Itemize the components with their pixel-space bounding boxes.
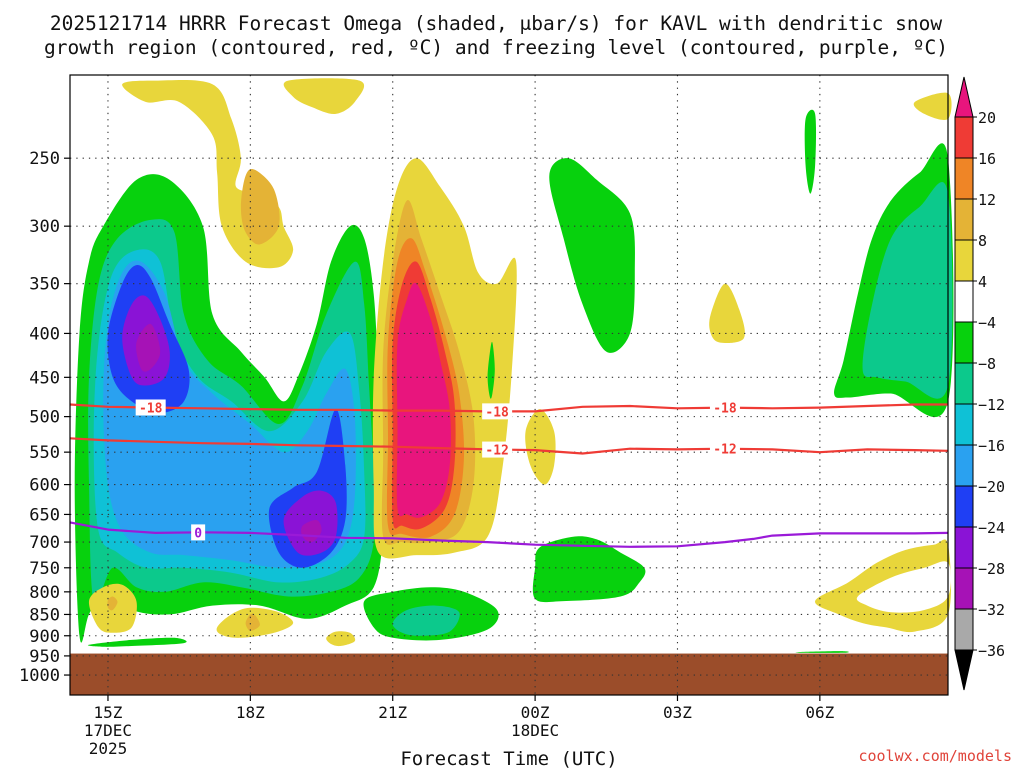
colorbar-band-1 (954, 157, 974, 200)
dgz-bottom-label-bg (709, 440, 740, 457)
dgz-top-label: -18 (485, 405, 509, 420)
colorbar-bottom-arrow (954, 649, 974, 691)
chart-title-line2: growth region (contoured, red, ºC) and f… (44, 36, 948, 59)
plot-frame (69, 74, 949, 696)
x-tick-year-15Z: 2025 (89, 739, 128, 758)
x-tick-label-18Z: 18Z (236, 703, 265, 722)
omega-yellow-tiny-mid (709, 283, 745, 344)
chart-title-line1: 2025121714 HRRR Forecast Omega (shaded, … (50, 12, 942, 35)
y-tick-label-300: 300 (29, 217, 60, 237)
omega-orange-top (240, 168, 280, 245)
colorbar-label-8: −16 (978, 437, 1005, 455)
colorbar-label-5: −4 (978, 314, 996, 332)
colorbar-band-11 (954, 567, 974, 610)
y-tick-label-350: 350 (29, 275, 60, 295)
dgz-top-label-bg (709, 399, 740, 416)
colorbar-band-0 (954, 116, 974, 159)
omega-green-spike (804, 109, 817, 194)
omega-yellow-top-right (283, 78, 365, 115)
colorbar-label-1: 16 (978, 150, 996, 168)
dgz-top-label: -18 (713, 402, 737, 417)
y-tick-label-600: 600 (29, 476, 60, 496)
y-tick-label-400: 400 (29, 324, 60, 344)
colorbar-band-2 (954, 198, 974, 241)
colorbar-label-10: −24 (978, 519, 1005, 537)
colorbar-label-3: 8 (978, 232, 987, 250)
omega-yellow-small (326, 631, 356, 647)
colorbar-band-12 (954, 608, 974, 651)
omega-yellow-mid (525, 409, 556, 485)
colorbar-band-10 (954, 526, 974, 569)
colorbar-label-2: 12 (978, 191, 996, 209)
colorbar: 20 16 12 8 4 −4 −8 −12 −16 −20 −24 −28 −32 −36 (954, 76, 1005, 691)
y-tick-label-1000: 1000 (19, 666, 60, 686)
x-tick-label-06Z: 06Z (805, 703, 834, 722)
y-tick-label-750: 750 (29, 559, 60, 579)
colorbar-band-3 (954, 239, 974, 282)
y-tick-label-950: 950 (29, 647, 60, 667)
omega-white-east-hole (856, 561, 951, 613)
colorbar-band-4 (954, 280, 974, 323)
y-tick-label-850: 850 (29, 605, 60, 625)
freezing-level-line (69, 521, 949, 548)
ground-surface (70, 653, 948, 695)
dgz-bottom-label: -12 (485, 444, 508, 459)
y-tick-label-650: 650 (29, 505, 60, 525)
x-axis-label: Forecast Time (UTC) (400, 748, 617, 768)
y-tick-label-450: 450 (29, 368, 60, 388)
plot-area: -18 -18 -18 -12 -12 0 (69, 74, 954, 696)
dgz-top-label-bg (482, 403, 513, 420)
credit-text: coolwx.com/models (858, 747, 1012, 765)
y-tick-label-250: 250 (29, 149, 60, 169)
x-tick-label-15Z: 15Z (94, 703, 123, 722)
x-tick-label-03Z: 03Z (663, 703, 692, 722)
freezing-level-label: 0 (194, 526, 202, 541)
colorbar-label-13: −36 (978, 642, 1005, 660)
omega-teal-east (862, 182, 953, 399)
colorbar-label-7: −12 (978, 396, 1005, 414)
omega-orange-lowleft (107, 596, 118, 611)
colorbar-label-6: −8 (978, 355, 996, 373)
freezing-level-label-bg (191, 524, 206, 541)
colorbar-label-4: 4 (978, 273, 987, 291)
temperature-contours: -18 -18 -18 -12 -12 0 (69, 399, 949, 548)
x-tick-date-15Z: 17DEC (84, 721, 132, 740)
colorbar-band-5 (954, 321, 974, 364)
colorbar-band-6 (954, 362, 974, 405)
y-tick-label-500: 500 (29, 408, 60, 428)
omega-teal-low (392, 605, 460, 636)
dgz-bottom-label: -12 (713, 443, 736, 458)
omega-magenta-updraft (396, 282, 451, 518)
y-tick-label-700: 700 (29, 533, 60, 553)
colorbar-label-12: −32 (978, 601, 1005, 619)
y-tick-label-900: 900 (29, 627, 60, 647)
x-tick-label-21Z: 21Z (378, 703, 407, 722)
omega-green-sliver (487, 341, 495, 399)
omega-green-floor-east (795, 651, 849, 653)
x-tick-date-00Z: 18DEC (511, 721, 559, 740)
colorbar-band-7 (954, 403, 974, 446)
x-tick-label-00Z: 00Z (521, 703, 550, 722)
colorbar-label-9: −20 (978, 478, 1005, 496)
colorbar-label-0: 20 (978, 109, 996, 127)
omega-violet-upper (136, 323, 161, 372)
colorbar-band-9 (954, 485, 974, 528)
omega-green-floor (87, 637, 187, 647)
omega-orange-lowcenter (245, 613, 260, 631)
omega-yellow-top-corner (913, 92, 952, 121)
dgz-bottom-label-bg (482, 441, 513, 458)
omega-green-mid-low (532, 536, 646, 603)
colorbar-band-8 (954, 444, 974, 487)
dgz-top-label: -18 (139, 401, 163, 416)
colorbar-top-arrow (954, 76, 974, 118)
y-tick-label-550: 550 (29, 443, 60, 463)
y-tick-label-800: 800 (29, 583, 60, 603)
dgz-top-label-bg (135, 399, 166, 416)
y-axis: 2503003504004505005506006507007508008509… (19, 149, 70, 686)
omega-green-upper-mid (549, 158, 635, 353)
colorbar-label-11: −28 (978, 560, 1005, 578)
